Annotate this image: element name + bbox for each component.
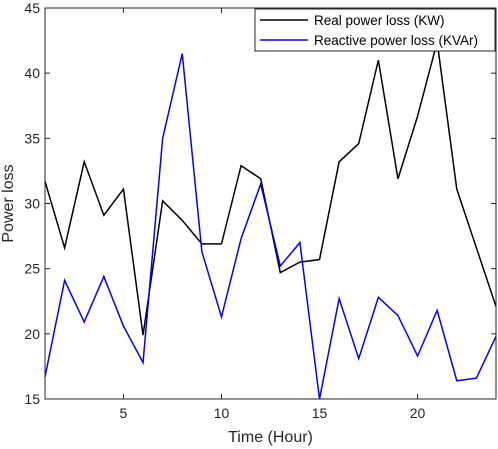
x-tick-label: 15 [312, 405, 328, 421]
y-tick-label: 30 [24, 196, 40, 212]
y-axis-label: Power loss [0, 164, 17, 242]
plot-area [45, 8, 496, 399]
y-tick-label: 25 [24, 261, 40, 277]
x-tick-label: 20 [410, 405, 426, 421]
legend-box [254, 8, 496, 52]
y-tick-label: 35 [24, 130, 40, 146]
legend: Real power loss (KW) Reactive power loss… [254, 8, 496, 52]
x-tick-label: 10 [214, 405, 230, 421]
series-layer [44, 41, 497, 400]
ticks-layer: 5 10 15 20 15 20 25 30 35 40 45 [24, 0, 496, 421]
y-tick-label: 15 [24, 391, 40, 407]
legend-label-reactive-power-loss: Reactive power loss (KVAr) [314, 33, 478, 48]
y-tick-label: 20 [24, 326, 40, 342]
x-tick-label: 5 [120, 405, 128, 421]
y-tick-label: 45 [24, 0, 40, 16]
series-line-1 [44, 53, 497, 400]
legend-label-real-power-loss: Real power loss (KW) [314, 13, 445, 28]
x-axis-label: Time (Hour) [228, 429, 313, 446]
y-tick-label: 40 [24, 65, 40, 81]
